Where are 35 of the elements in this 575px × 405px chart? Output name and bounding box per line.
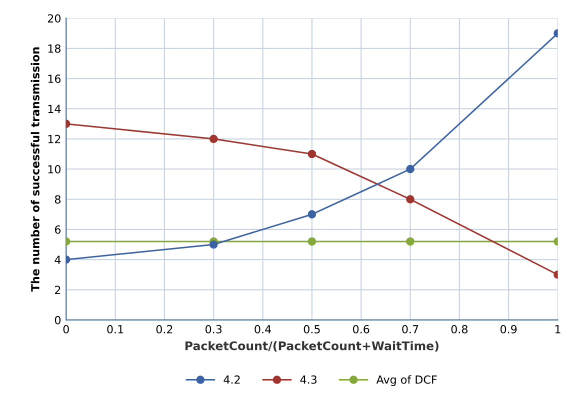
point bbox=[406, 195, 414, 204]
x-tick-label: 0.8 bbox=[451, 325, 468, 334]
y-tick-label: 16 bbox=[48, 74, 61, 83]
point bbox=[209, 240, 218, 249]
y-axis-title: The number of successful transmission bbox=[30, 47, 40, 292]
point bbox=[308, 210, 316, 219]
point bbox=[209, 134, 218, 144]
x-tick-label: 0 bbox=[63, 325, 69, 334]
y-tick-label: 10 bbox=[48, 165, 61, 174]
x-tick-label: 0.3 bbox=[206, 325, 222, 334]
y-tick-label: 4 bbox=[54, 256, 61, 264]
y-tick-label: 8 bbox=[54, 195, 61, 204]
x-tick-label: 1 bbox=[555, 325, 560, 334]
point bbox=[406, 164, 414, 174]
point bbox=[308, 150, 316, 158]
x-tick-label: 0.7 bbox=[402, 325, 418, 334]
y-tick-label: 18 bbox=[48, 44, 61, 53]
legend-label: 4.2 bbox=[224, 375, 240, 384]
x-tick-label: 0.4 bbox=[254, 325, 271, 334]
y-tick-label: 6 bbox=[54, 225, 61, 234]
x-tick-label: 0.6 bbox=[353, 325, 370, 334]
y-tick-label: 12 bbox=[48, 134, 60, 144]
x-tick-label: 0.9 bbox=[500, 325, 517, 334]
y-tick-label: 0 bbox=[54, 316, 61, 324]
legend-label: 4.3 bbox=[300, 375, 317, 384]
x-axis-title: PacketCount/(PacketCount+WaitTime) bbox=[185, 341, 438, 352]
x-tick-label: 0.2 bbox=[156, 325, 172, 334]
y-tick-label: 20 bbox=[48, 14, 61, 23]
y-tick-label: 14 bbox=[48, 104, 61, 113]
point bbox=[406, 237, 414, 246]
y-tick-label: 2 bbox=[55, 286, 60, 294]
x-tick-label: 0.5 bbox=[304, 325, 320, 334]
point bbox=[308, 237, 316, 246]
legend-label: Avg of DCF bbox=[376, 375, 437, 386]
x-tick-label: 0.1 bbox=[107, 325, 124, 334]
